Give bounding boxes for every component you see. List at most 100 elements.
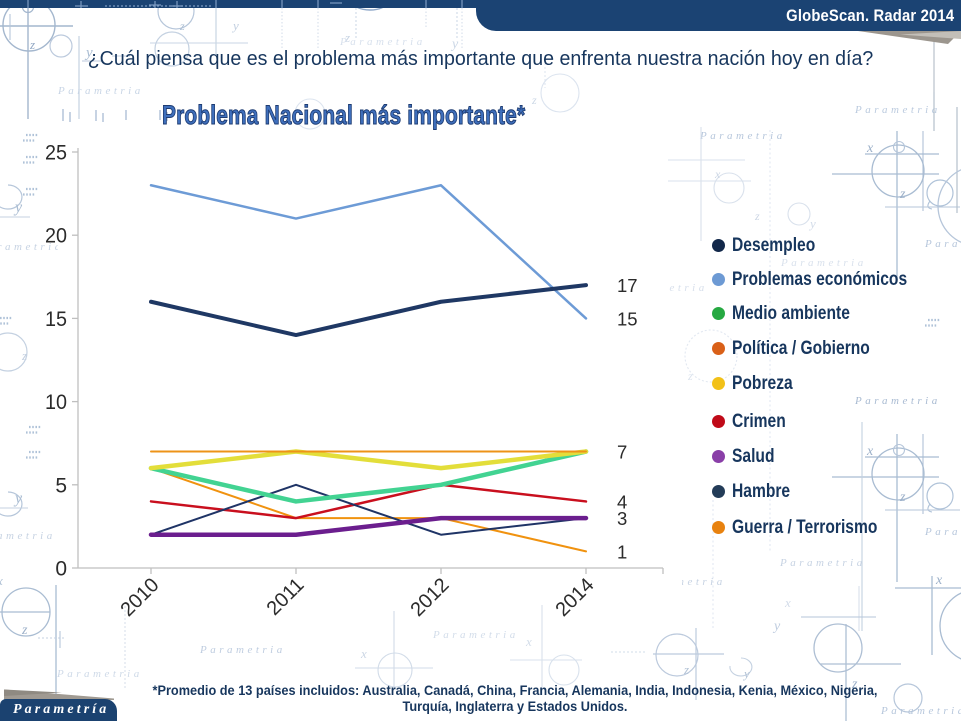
watermark-letter: x bbox=[0, 573, 3, 588]
watermark-shape bbox=[684, 329, 738, 383]
y-tick-label: 10 bbox=[45, 391, 67, 414]
legend-label: Salud bbox=[732, 444, 775, 467]
legend-dot bbox=[712, 238, 725, 252]
chart-title: Problema Nacional más importante* bbox=[162, 100, 526, 131]
legend-dot bbox=[712, 484, 725, 498]
watermark-text: Parametria bbox=[639, 576, 726, 588]
legend-label: Guerra / Terrorismo bbox=[732, 515, 878, 538]
question-title: ¿Cuál piensa que es el problema más impo… bbox=[87, 48, 874, 70]
watermark-letter: z bbox=[851, 677, 858, 692]
watermark-cluster: z y bbox=[772, 616, 923, 721]
watermark-text: Parametria bbox=[199, 644, 286, 656]
legend-dot bbox=[712, 376, 725, 390]
watermark-shape bbox=[713, 172, 745, 204]
legend-item: Problemas económicos bbox=[712, 267, 951, 291]
legend-label: Problemas económicos bbox=[732, 267, 908, 290]
legend-dot bbox=[712, 414, 725, 428]
watermark-cluster: y z y x z bbox=[0, 184, 66, 700]
watermark-cluster: z y bbox=[0, 0, 168, 196]
watermark-cluster: x bbox=[510, 605, 582, 695]
watermark-shape bbox=[540, 73, 580, 113]
series-end-label: 1 bbox=[617, 541, 627, 562]
y-tick-label: 5 bbox=[55, 474, 67, 497]
series-end-label: 3 bbox=[617, 508, 627, 529]
watermark-text: Parametria bbox=[56, 668, 143, 680]
watermark-text: Parametria bbox=[880, 705, 961, 717]
watermark-text: Parametria bbox=[339, 36, 426, 48]
watermark-shape bbox=[0, 332, 28, 372]
legend-label: Pobreza bbox=[732, 371, 793, 394]
watermark-letter: y bbox=[742, 666, 750, 681]
series-line-0 bbox=[149, 283, 588, 338]
logo-fold bbox=[4, 689, 114, 700]
footnote-line1: *Promedio de 13 países incluidos: Austra… bbox=[152, 683, 878, 698]
legend-item: Medio ambiente bbox=[712, 301, 879, 325]
legend-label: Política / Gobierno bbox=[732, 336, 870, 359]
legend-dot bbox=[712, 272, 725, 286]
watermark-cluster: z y bbox=[611, 628, 753, 700]
watermark-text: Parametria bbox=[0, 530, 56, 542]
footnote: *Promedio de 13 países incluidos: Austra… bbox=[70, 683, 960, 714]
watermark-cluster bbox=[831, 92, 961, 280]
footnote-line2: Turquía, Inglaterra y Estados Unidos. bbox=[402, 698, 628, 714]
watermark-shape bbox=[813, 623, 863, 673]
series-end-label: 17 bbox=[617, 275, 638, 296]
watermark-text: Parametria bbox=[780, 257, 867, 269]
watermark-shape bbox=[729, 657, 753, 677]
legend-dot bbox=[712, 341, 725, 355]
watermark-letter: z bbox=[683, 662, 689, 677]
watermark-cluster: Parametria bbox=[639, 576, 726, 588]
watermark-letter: z bbox=[21, 348, 27, 363]
watermark-letter: z bbox=[344, 30, 350, 45]
series-line-6 bbox=[148, 515, 589, 537]
fold-shape bbox=[900, 31, 961, 39]
watermark-shape bbox=[548, 654, 580, 686]
watermark-letter: y bbox=[231, 18, 239, 33]
y-tick-label: 15 bbox=[45, 308, 67, 331]
legend-item: Salud bbox=[712, 444, 785, 468]
legend-label: Desempleo bbox=[732, 233, 816, 256]
legend-dot bbox=[712, 520, 725, 534]
legend-item: Desempleo bbox=[712, 233, 836, 257]
y-tick-label: 20 bbox=[45, 225, 67, 248]
watermark-shape bbox=[377, 652, 413, 688]
series-line-4 bbox=[148, 449, 589, 471]
legend-item: Guerra / Terrorismo bbox=[712, 515, 914, 539]
watermark-shape bbox=[0, 491, 23, 517]
y-tick-label: 25 bbox=[45, 142, 67, 165]
watermark-shape bbox=[1, 587, 51, 637]
series-line-7 bbox=[150, 483, 587, 536]
header-banner: GlobeScan. Radar 2014 bbox=[476, 0, 961, 31]
watermark-shape bbox=[939, 592, 961, 660]
watermark-text: Parametria bbox=[854, 104, 941, 116]
watermark-letter: z bbox=[21, 623, 28, 638]
watermark-cluster bbox=[831, 422, 961, 631]
watermark-letter: x bbox=[360, 646, 367, 661]
legend-item: Crimen bbox=[712, 409, 799, 433]
series-line-2 bbox=[148, 449, 589, 504]
watermark-cluster: z y bbox=[150, 0, 248, 67]
watermark-letter: x bbox=[935, 573, 943, 588]
legend-item: Política / Gobierno bbox=[712, 336, 904, 360]
watermark-shape bbox=[157, 0, 195, 30]
banner-fold bbox=[858, 31, 961, 44]
series-line-1 bbox=[149, 184, 588, 320]
watermark-cluster bbox=[62, 109, 168, 122]
logo-text: Parametría bbox=[13, 702, 110, 717]
fold-shape bbox=[4, 689, 62, 696]
parametria-logo: Parametría bbox=[0, 699, 117, 721]
watermark-text: Parametria bbox=[779, 557, 866, 569]
watermark-letter: y bbox=[84, 45, 93, 61]
legend-label: Crimen bbox=[732, 409, 786, 432]
watermark-letter: z bbox=[754, 209, 760, 223]
banner-title: GlobeScan. Radar 2014 bbox=[785, 5, 955, 25]
watermark-text: Parametria bbox=[854, 395, 941, 407]
legend-dot bbox=[712, 306, 725, 320]
watermark-letter: y bbox=[13, 490, 23, 507]
watermark-letter: z bbox=[687, 369, 693, 383]
watermark-shape bbox=[787, 202, 811, 226]
watermark-letter: x bbox=[784, 595, 791, 610]
watermark-shape bbox=[49, 34, 73, 58]
